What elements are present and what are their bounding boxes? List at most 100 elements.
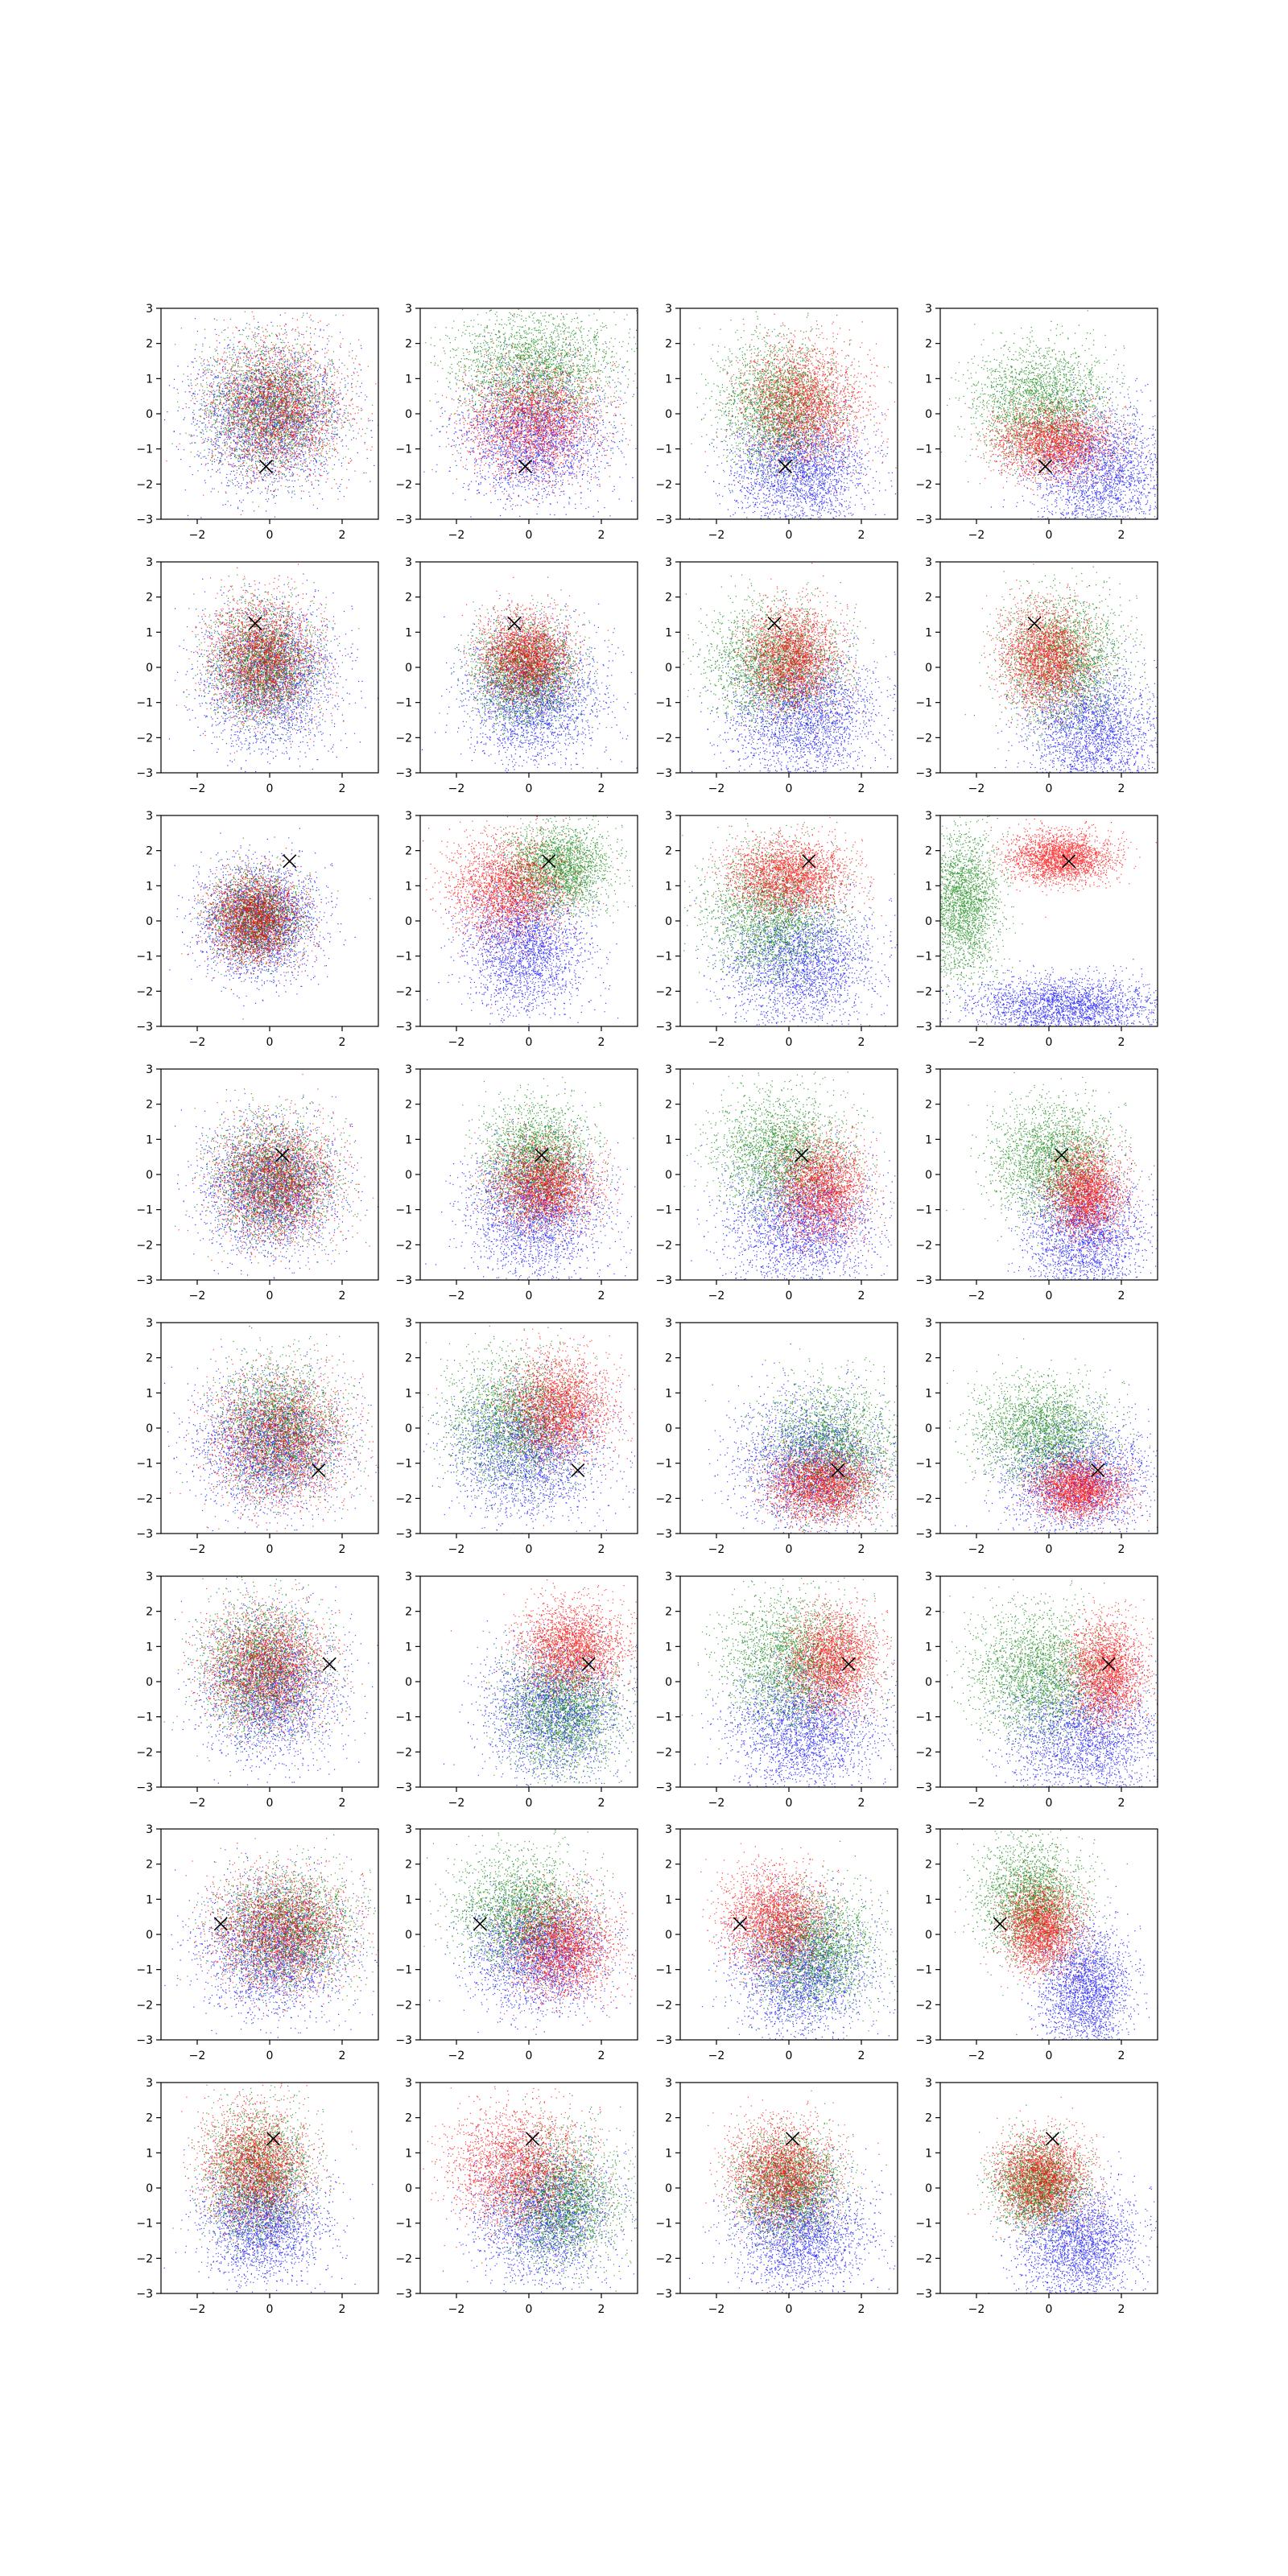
y-tick-label: 3	[665, 1571, 672, 1583]
y-tick-label: 1	[665, 1641, 672, 1653]
x-tick-label: 2	[858, 1290, 865, 1302]
points-c	[423, 816, 619, 1009]
points-a	[1022, 1870, 1158, 2041]
y-tick-label: 2	[146, 2112, 153, 2125]
x-marker	[733, 1918, 746, 1930]
y-tick-label: 1	[405, 2147, 412, 2160]
y-tick-label: 1	[925, 1133, 932, 1146]
points-b	[941, 310, 1146, 491]
y-tick-label: −1	[136, 1204, 153, 1217]
points-a	[164, 1848, 377, 2038]
points-b	[963, 1072, 1149, 1246]
x-tick-label: 0	[526, 1797, 533, 1810]
y-tick-label: −3	[136, 2034, 153, 2047]
y-tick-label: 0	[925, 1169, 932, 1182]
x-tick-label: 0	[1046, 1797, 1053, 1810]
x-tick-label: 2	[1118, 782, 1125, 795]
y-tick-label: 2	[665, 1352, 672, 1365]
y-tick-label: −2	[915, 1746, 932, 1759]
y-tick-label: −1	[136, 1458, 153, 1471]
y-tick-label: 1	[665, 1387, 672, 1400]
y-tick-label: −3	[915, 2034, 932, 2047]
data-points	[169, 828, 370, 1020]
y-tick-label: 2	[925, 338, 932, 351]
y-tick-label: 3	[925, 556, 932, 569]
y-tick-label: −2	[655, 732, 672, 745]
data-points	[683, 563, 898, 774]
y-tick-label: −3	[395, 2034, 412, 2047]
y-tick-label: 3	[146, 303, 153, 316]
y-tick-label: 1	[925, 2147, 932, 2160]
points-b	[965, 567, 1157, 759]
y-tick-label: −1	[395, 1458, 412, 1471]
x-tick-label: −2	[448, 782, 465, 795]
y-tick-label: −2	[136, 1492, 153, 1505]
x-tick-label: 0	[1046, 2303, 1053, 2316]
x-tick-label: 2	[1118, 1797, 1125, 1810]
points-a	[164, 1326, 378, 1533]
y-tick-label: 2	[146, 1859, 153, 1872]
y-tick-label: 2	[925, 1099, 932, 1112]
x-tick-label: 2	[858, 1036, 865, 1049]
x-tick-label: 0	[526, 2303, 533, 2316]
y-tick-label: −1	[915, 1458, 932, 1471]
y-tick-label: −1	[915, 444, 932, 456]
x-marker	[312, 1463, 325, 1476]
y-tick-label: 0	[405, 1929, 412, 1942]
y-tick-label: −1	[395, 1964, 412, 1977]
y-tick-label: −2	[136, 732, 153, 745]
x-tick-label: 0	[266, 1543, 274, 1556]
x-tick-label: 0	[786, 1290, 793, 1302]
y-tick-label: −1	[655, 1458, 672, 1471]
y-tick-label: 0	[405, 662, 412, 675]
y-tick-label: 2	[146, 1606, 153, 1619]
points-a	[423, 316, 636, 520]
y-tick-label: 0	[665, 1676, 672, 1689]
y-tick-label: 1	[665, 2147, 672, 2160]
y-tick-label: 0	[925, 1422, 932, 1435]
y-tick-label: 3	[146, 810, 153, 823]
x-tick-label: −2	[968, 2303, 985, 2316]
y-tick-label: 2	[405, 2112, 412, 2125]
x-tick-label: 0	[526, 529, 533, 542]
data-points	[164, 1326, 378, 1533]
x-tick-label: 2	[598, 1290, 605, 1302]
y-tick-label: 1	[925, 1387, 932, 1400]
points-a	[169, 573, 378, 772]
y-tick-label: 0	[925, 915, 932, 928]
y-tick-label: −1	[915, 2218, 932, 2231]
data-points	[164, 1835, 378, 2038]
y-tick-label: 3	[665, 303, 672, 316]
y-tick-label: 2	[925, 1859, 932, 1872]
x-tick-label: 0	[786, 782, 793, 795]
x-tick-label: 0	[266, 529, 274, 542]
data-points	[444, 1579, 638, 1788]
y-tick-label: 3	[405, 1823, 412, 1836]
y-tick-label: 2	[405, 1099, 412, 1112]
y-tick-label: 1	[925, 626, 932, 639]
points-a	[164, 2130, 374, 2293]
y-tick-label: 2	[665, 1859, 672, 1872]
y-tick-label: 2	[405, 1859, 412, 1872]
y-tick-label: 0	[405, 408, 412, 421]
x-tick-label: 0	[786, 2303, 793, 2316]
y-tick-label: 0	[665, 408, 672, 421]
y-tick-label: 0	[146, 408, 153, 421]
data-points	[702, 1344, 898, 1534]
y-tick-label: 3	[146, 1063, 153, 1076]
x-tick-label: 0	[1046, 1036, 1053, 1049]
data-points	[164, 1577, 378, 1788]
y-tick-label: −1	[395, 951, 412, 964]
axes-frame	[420, 1576, 638, 1787]
y-tick-label: 2	[405, 1352, 412, 1365]
y-tick-label: −3	[136, 1021, 153, 1034]
points-a	[423, 1328, 635, 1534]
y-tick-label: 3	[405, 556, 412, 569]
x-tick-label: 0	[526, 1036, 533, 1049]
y-tick-label: 1	[405, 1133, 412, 1146]
y-tick-label: −1	[915, 1711, 932, 1724]
x-tick-label: 2	[598, 2303, 605, 2316]
